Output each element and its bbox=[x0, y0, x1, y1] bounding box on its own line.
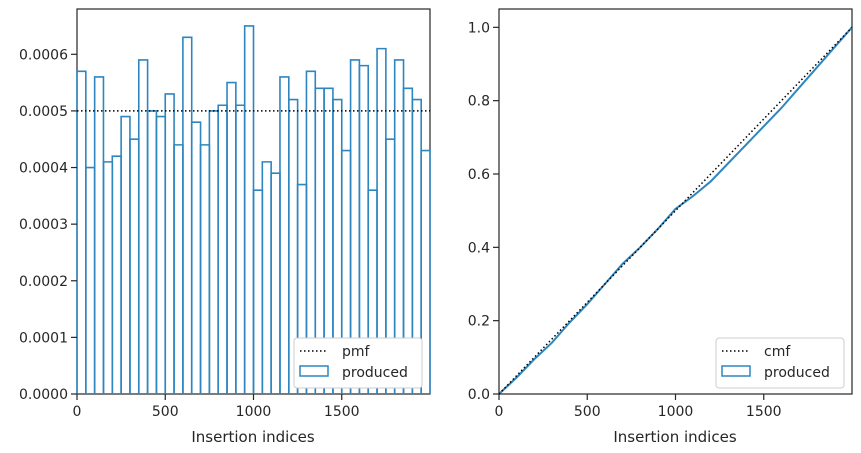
pmf-x-tick-label: 0 bbox=[73, 404, 82, 420]
cmf-x-tick-label: 0 bbox=[495, 404, 504, 420]
pmf-x-tick-label: 500 bbox=[152, 404, 179, 420]
cmf-x-tick-label: 1000 bbox=[658, 404, 694, 420]
pmf-y-tick-label: 0.0001 bbox=[19, 330, 68, 346]
pmf-y-tick-label: 0.0000 bbox=[19, 387, 68, 403]
pmf-x-axis-label: Insertion indices bbox=[191, 428, 314, 446]
pmf-y-tick-label: 0.0005 bbox=[19, 104, 68, 120]
cmf-legend-produced-swatch bbox=[721, 365, 751, 377]
cmf-y-tick-label: 0.4 bbox=[468, 240, 490, 256]
cmf-chart: 0 500 1000 1500 0.0 0.2 0.4 0.6 0.8 1.0 Insertio… bbox=[468, 8, 853, 446]
pmf-y-tick-label: 0.0006 bbox=[19, 47, 68, 63]
pmf-legend: pmf produced bbox=[293, 337, 423, 389]
pmf-legend-pmf-label: pmf bbox=[342, 344, 371, 360]
cmf-legend: cmf produced bbox=[715, 337, 845, 389]
pmf-legend-produced-label: produced bbox=[342, 365, 408, 381]
cmf-y-tick-label: 0.6 bbox=[468, 167, 490, 183]
cmf-y-tick-label: 0.8 bbox=[468, 94, 490, 110]
cmf-x-tick-label: 1500 bbox=[746, 404, 782, 420]
cmf-y-tick-label: 0.0 bbox=[468, 387, 490, 403]
cmf-y-tick-label: 0.2 bbox=[468, 314, 490, 330]
pmf-y-tick-label: 0.0003 bbox=[19, 217, 68, 233]
pmf-x-tick-label: 1500 bbox=[324, 404, 360, 420]
pmf-x-tick-label: 1000 bbox=[236, 404, 272, 420]
cmf-produced-line bbox=[498, 26, 853, 395]
pmf-y-tick-label: 0.0002 bbox=[19, 274, 68, 290]
pmf-legend-produced-swatch bbox=[299, 365, 329, 377]
cmf-x-tick-label: 500 bbox=[574, 404, 601, 420]
cmf-legend-produced-label: produced bbox=[764, 365, 830, 381]
cmf-plot-frame bbox=[498, 8, 853, 395]
pmf-y-axis-ticks: 0.0000 0.0001 0.0002 0.0003 0.0004 0.0005 0.00… bbox=[19, 47, 77, 403]
pmf-produced-bin bbox=[420, 149, 431, 394]
pmf-x-axis-ticks: 0 500 1000 1500 bbox=[73, 394, 360, 420]
cmf-reference-line bbox=[498, 26, 853, 395]
cmf-x-axis-ticks: 0 500 1000 1500 bbox=[495, 394, 782, 420]
pmf-produced-step-bars bbox=[76, 25, 431, 394]
cmf-legend-cmf-label: cmf bbox=[764, 344, 791, 360]
cmf-y-tick-label: 1.0 bbox=[468, 20, 490, 36]
cmf-y-axis-ticks: 0.0 0.2 0.4 0.6 0.8 1.0 bbox=[468, 20, 499, 403]
pmf-y-tick-label: 0.0004 bbox=[19, 161, 68, 177]
cmf-x-axis-label: Insertion indices bbox=[613, 428, 736, 446]
pmf-chart: 0 500 1000 1500 0.00000.00010.00020.00030.0… bbox=[19, 8, 431, 446]
